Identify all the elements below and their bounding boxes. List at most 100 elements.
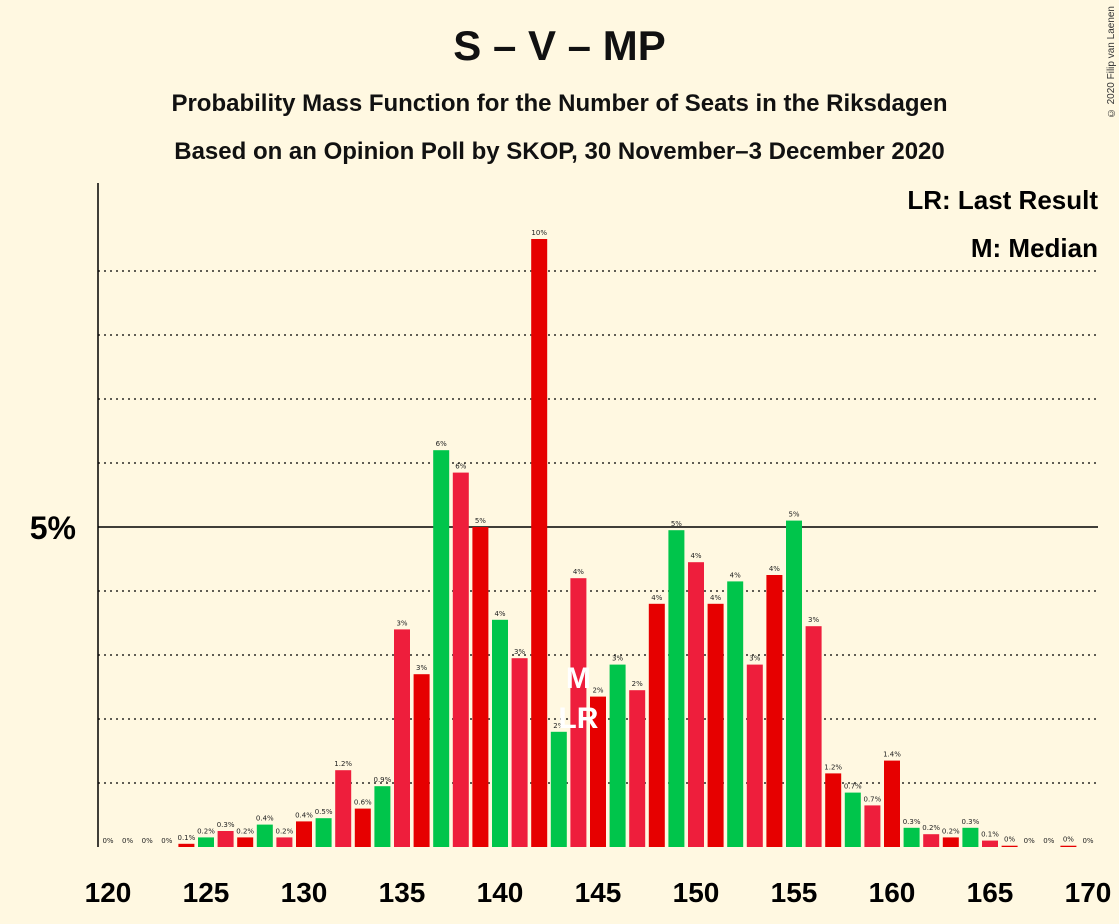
data-label-167: 0% bbox=[1024, 837, 1035, 845]
x-tick-label: 150 bbox=[673, 877, 720, 908]
legend-entry: LR: Last Result bbox=[907, 185, 1098, 215]
data-label-170: 0% bbox=[1082, 837, 1093, 845]
bar-158 bbox=[844, 792, 861, 847]
bar-169 bbox=[1060, 845, 1077, 847]
data-label-121: 0% bbox=[122, 837, 133, 845]
bar-128 bbox=[256, 824, 273, 847]
data-label-155: 5% bbox=[788, 511, 799, 519]
bar-138 bbox=[452, 472, 469, 847]
chart-title: S – V – MP bbox=[453, 22, 666, 69]
data-label-146: 3% bbox=[612, 655, 623, 663]
bar-162 bbox=[923, 834, 940, 847]
data-label-168: 0% bbox=[1043, 837, 1054, 845]
x-tick-label: 140 bbox=[477, 877, 524, 908]
data-label-147: 2% bbox=[632, 680, 643, 688]
data-label-140: 4% bbox=[494, 610, 505, 618]
x-tick-label: 155 bbox=[771, 877, 818, 908]
data-label-154: 4% bbox=[769, 565, 780, 573]
data-label-142: 10% bbox=[531, 229, 547, 237]
data-label-125: 0.2% bbox=[197, 827, 215, 835]
bar-151 bbox=[707, 603, 724, 847]
data-label-141: 3% bbox=[514, 648, 525, 656]
data-label-138: 6% bbox=[455, 463, 466, 471]
data-label-148: 4% bbox=[651, 594, 662, 602]
bar-166 bbox=[1001, 845, 1018, 847]
data-label-139: 5% bbox=[475, 517, 486, 525]
bar-160 bbox=[884, 760, 900, 847]
bar-137 bbox=[433, 450, 450, 847]
bar-139 bbox=[472, 527, 489, 847]
bar-144 bbox=[570, 578, 587, 847]
data-label-120: 0% bbox=[102, 837, 113, 845]
data-label-149: 5% bbox=[671, 520, 682, 528]
bar-124 bbox=[178, 843, 195, 847]
data-label-133: 0.6% bbox=[354, 799, 372, 807]
x-tick-label: 125 bbox=[183, 877, 230, 908]
data-label-150: 4% bbox=[690, 552, 701, 560]
data-label-132: 1.2% bbox=[334, 760, 352, 768]
bar-152 bbox=[727, 581, 744, 847]
x-tick-label: 165 bbox=[967, 877, 1014, 908]
bar-143 bbox=[550, 731, 567, 847]
bar-134 bbox=[374, 786, 391, 847]
data-label-156: 3% bbox=[808, 616, 819, 624]
bar-126 bbox=[217, 831, 234, 847]
median-marker: M bbox=[566, 662, 591, 695]
bar-153 bbox=[746, 664, 763, 847]
data-label-165: 0.1% bbox=[981, 831, 999, 839]
x-tick-label: 130 bbox=[281, 877, 328, 908]
data-label-129: 0.2% bbox=[276, 827, 294, 835]
data-label-134: 0.9% bbox=[374, 776, 392, 784]
data-label-169: 0% bbox=[1063, 836, 1074, 844]
data-label-131: 0.5% bbox=[315, 808, 333, 816]
bar-127 bbox=[237, 837, 254, 847]
bar-146 bbox=[609, 664, 626, 847]
bar-145 bbox=[590, 696, 606, 847]
chart-subtitle: Probability Mass Function for the Number… bbox=[171, 90, 948, 117]
data-label-136: 3% bbox=[416, 664, 427, 672]
bar-136 bbox=[413, 674, 430, 847]
bar-147 bbox=[629, 690, 646, 847]
data-label-122: 0% bbox=[142, 837, 153, 845]
data-label-124: 0.1% bbox=[178, 834, 196, 842]
data-label-135: 3% bbox=[396, 619, 407, 627]
x-tick-label: 145 bbox=[575, 877, 622, 908]
bar-148 bbox=[648, 603, 665, 847]
data-label-162: 0.2% bbox=[922, 824, 940, 832]
bar-163 bbox=[942, 837, 959, 847]
data-label-144: 4% bbox=[573, 568, 584, 576]
data-label-137: 6% bbox=[436, 440, 447, 448]
x-tick-label: 120 bbox=[85, 877, 132, 908]
legend-entry: M: Median bbox=[971, 233, 1098, 263]
data-label-127: 0.2% bbox=[236, 827, 254, 835]
bar-164 bbox=[962, 827, 979, 847]
data-label-143: 2% bbox=[553, 722, 564, 730]
bar-165 bbox=[982, 840, 998, 847]
bar-135 bbox=[394, 629, 410, 847]
chart-subtitle-source: Based on an Opinion Poll by SKOP, 30 Nov… bbox=[174, 138, 945, 165]
data-label-151: 4% bbox=[710, 594, 721, 602]
bar-129 bbox=[276, 837, 293, 847]
data-label-153: 3% bbox=[749, 655, 760, 663]
data-label-161: 0.3% bbox=[903, 818, 921, 826]
bar-125 bbox=[198, 837, 214, 847]
data-label-145: 2% bbox=[592, 687, 603, 695]
data-label-152: 4% bbox=[730, 571, 741, 579]
data-label-123: 0% bbox=[161, 837, 172, 845]
data-label-160: 1.4% bbox=[883, 751, 901, 759]
bar-155 bbox=[786, 520, 802, 847]
bar-141 bbox=[511, 658, 528, 847]
y-tick-label: 5% bbox=[30, 510, 76, 546]
x-tick-label: 170 bbox=[1065, 877, 1112, 908]
data-label-158: 0.7% bbox=[844, 783, 862, 791]
bar-161 bbox=[903, 827, 920, 847]
bar-154 bbox=[766, 575, 783, 847]
bar-133 bbox=[354, 808, 371, 847]
bar-140 bbox=[492, 619, 508, 847]
x-tick-label: 160 bbox=[869, 877, 916, 908]
bar-130 bbox=[296, 821, 312, 847]
bar-142 bbox=[531, 239, 548, 847]
bar-150 bbox=[688, 562, 704, 847]
x-tick-label: 135 bbox=[379, 877, 426, 908]
